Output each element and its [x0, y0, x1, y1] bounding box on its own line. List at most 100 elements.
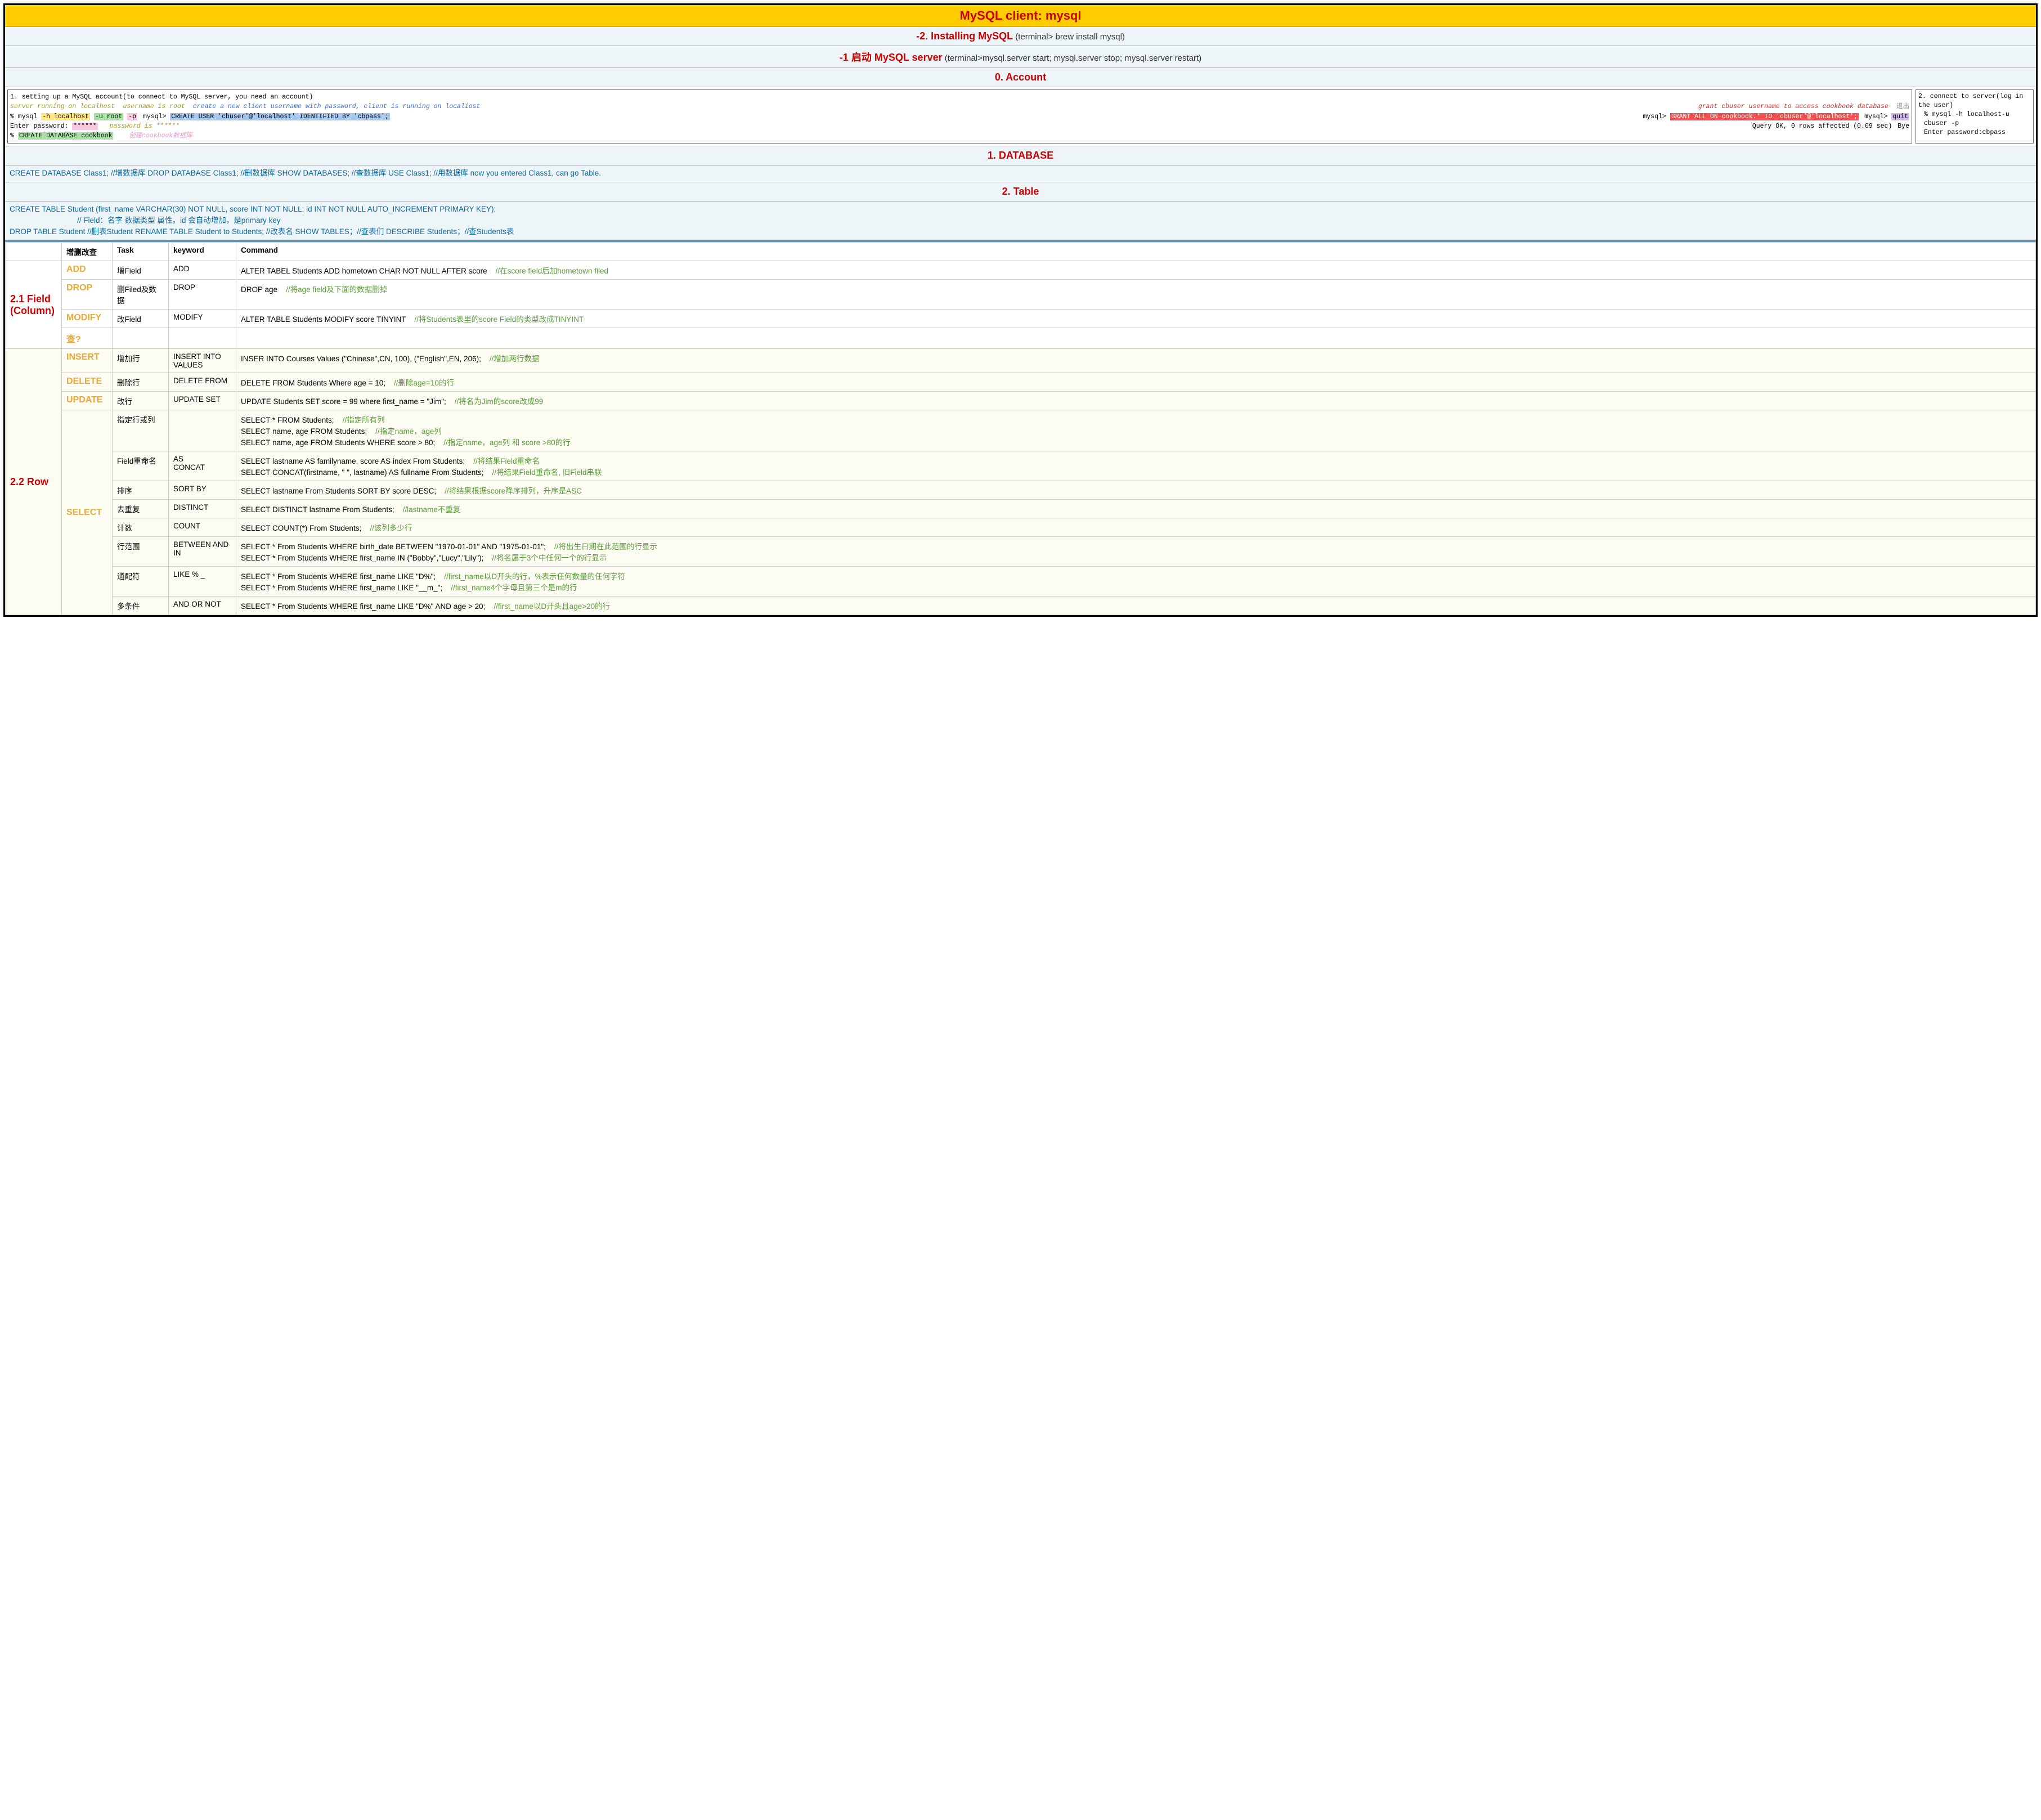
command-line: SELECT * From Students WHERE first_name … — [241, 600, 2031, 611]
pct-mysql: % mysql — [10, 113, 41, 120]
pw-stars: ****** — [72, 123, 97, 130]
keyword-cell: DROP — [169, 280, 236, 310]
section-install: -2. Installing MySQL (terminal> brew ins… — [5, 27, 2036, 46]
command-line: SELECT name, age FROM Students; //指定name… — [241, 425, 2031, 436]
command-line: SELECT CONCAT(firstname, " ", lastname) … — [241, 466, 2031, 477]
command-cell: SELECT * From Students WHERE first_name … — [236, 597, 2036, 615]
table-row: UPDATE改行UPDATE SET UPDATE Students SET sc… — [6, 392, 2036, 410]
command-cell: SELECT * FROM Students; //指定所有列SELECT na… — [236, 410, 2036, 451]
keyword-cell: AND OR NOT — [169, 597, 236, 615]
grant-cmd: GRANT ALL ON cookbook.* TO 'cbuser'@'loc… — [1670, 113, 1859, 120]
task-cell: 改行 — [113, 392, 169, 410]
pw-is-label: password is — [110, 123, 156, 130]
task-cell: 计数 — [113, 518, 169, 537]
keyword-cell: DISTINCT — [169, 500, 236, 518]
task-cell: Field重命名 — [113, 451, 169, 481]
command-cell: SELECT lastname From Students SORT BY sc… — [236, 481, 2036, 500]
mysql-invoke: % mysql -h localhost -u root -p — [10, 112, 137, 122]
table-row: Field重命名ASCONCATSELECT lastname AS famil… — [6, 451, 2036, 481]
op-cell: DELETE — [62, 373, 113, 392]
hl-p: -p — [127, 113, 137, 120]
command-cell: ALTER TABEL Students ADD hometown CHAR N… — [236, 261, 2036, 280]
table-row: 查? — [6, 328, 2036, 349]
command-cell — [236, 328, 2036, 349]
table-row: SELECT指定行或列SELECT * FROM Students; //指定所… — [6, 410, 2036, 451]
op-cell: DROP — [62, 280, 113, 310]
op-cell: MODIFY — [62, 310, 113, 328]
bye: Bye — [1898, 122, 1909, 131]
acct-createdb-row: % CREATE DATABASE cookbook 创建cookbook数据库 — [10, 131, 1909, 141]
command-line: SELECT * From Students WHERE birth_date … — [241, 540, 2031, 552]
command-line: SELECT name, age FROM Students WHERE sco… — [241, 436, 2031, 447]
task-cell: 通配符 — [113, 567, 169, 597]
op-cell: ADD — [62, 261, 113, 280]
table-row: 去重复DISTINCTSELECT DISTINCT lastname From… — [6, 500, 2036, 518]
task-cell: 删除行 — [113, 373, 169, 392]
keyword-cell: INSERT INTO VALUES — [169, 349, 236, 373]
command-cell: SELECT COUNT(*) From Students; //该列多少行 — [236, 518, 2036, 537]
table-row: DELETE删除行DELETE FROMDELETE FROM Students… — [6, 373, 2036, 392]
section-account-heading: 0. Account — [5, 68, 2036, 87]
col-2: Task — [113, 243, 169, 261]
command-cell: INSER INTO Courses Values ("Chinese",CN,… — [236, 349, 2036, 373]
database-heading: 1. DATABASE — [988, 150, 1053, 161]
page-title: MySQL client: mysql — [5, 5, 2036, 27]
table-row: 多条件AND OR NOTSELECT * From Students WHER… — [6, 597, 2036, 615]
command-line: DROP age //将age field及下面的数据删掉 — [241, 283, 2031, 294]
command-line: SELECT * From Students WHERE first_name … — [241, 570, 2031, 581]
op-cell: UPDATE — [62, 392, 113, 410]
mysqlp1: mysql> — [143, 113, 170, 120]
quit-span: mysql> quit — [1864, 112, 1909, 122]
command-line: DELETE FROM Students Where age = 10; //删… — [241, 376, 2031, 388]
table-row: 排序SORT BYSELECT lastname From Students S… — [6, 481, 2036, 500]
install-heading: -2. Installing MySQL — [916, 30, 1013, 42]
task-cell: 删Filed及数据 — [113, 280, 169, 310]
keyword-cell — [169, 410, 236, 451]
table-row: 计数COUNTSELECT COUNT(*) From Students; //… — [6, 518, 2036, 537]
command-line: UPDATE Students SET score = 99 where fir… — [241, 395, 2031, 406]
legend-exit: 退出 — [1896, 102, 1909, 111]
create-user-cmd: CREATE USER 'cbuser'@'localhost' IDENTIF… — [170, 113, 389, 120]
enter-pw-label: Enter password: — [10, 123, 72, 130]
account-right-box: 2. connect to server(log in the user) % … — [1916, 89, 2034, 144]
command-line: SELECT * From Students WHERE first_name … — [241, 552, 2031, 563]
op-cell: INSERT — [62, 349, 113, 373]
create-db-note: 创建cookbook数据库 — [129, 132, 192, 140]
install-sub: (terminal> brew install mysql) — [1015, 32, 1125, 42]
legend-create: create a new client username with passwo… — [193, 102, 481, 111]
table-heading: 2. Table — [1002, 186, 1039, 197]
main-table: 增删改查 Task keyword Command 2.1 Field (Col… — [5, 242, 2036, 615]
acct-legend-row: server running on localhost username is … — [10, 102, 1909, 111]
table-row: DROP删Filed及数据DROP DROP age //将age field及下… — [6, 280, 2036, 310]
command-cell: UPDATE Students SET score = 99 where fir… — [236, 392, 2036, 410]
command-cell: SELECT * From Students WHERE first_name … — [236, 567, 2036, 597]
acct-r2: % mysql -h localhost-u cbuser -p — [1918, 110, 2031, 128]
command-cell: SELECT lastname AS familyname, score AS … — [236, 451, 2036, 481]
op-cell: SELECT — [62, 410, 113, 615]
hl-host: -h localhost — [41, 113, 90, 120]
acct-pw-row: Enter password: ****** password is *****… — [10, 122, 1909, 131]
start-heading: -1 启动 MySQL server — [840, 52, 943, 63]
task-cell — [113, 328, 169, 349]
table-row: 行范围BETWEEN ANDINSELECT * From Students W… — [6, 537, 2036, 567]
legend-grant: grant cbuser username to access cookbook… — [1698, 102, 1889, 111]
command-line: SELECT lastname From Students SORT BY sc… — [241, 485, 2031, 496]
command-line: SELECT COUNT(*) From Students; //该列多少行 — [241, 522, 2031, 533]
acct-r3: Enter password:cbpass — [1918, 128, 2031, 137]
pw-is-stars: ****** — [156, 123, 179, 130]
keyword-cell: UPDATE SET — [169, 392, 236, 410]
legend-host: server running on localhost — [10, 102, 115, 111]
command-cell: DROP age //将age field及下面的数据删掉 — [236, 280, 2036, 310]
account-boxes: 1. setting up a MySQL account(to connect… — [5, 87, 2036, 146]
task-cell: 指定行或列 — [113, 410, 169, 451]
command-line: SELECT lastname AS familyname, score AS … — [241, 455, 2031, 466]
command-cell: DELETE FROM Students Where age = 10; //删… — [236, 373, 2036, 392]
keyword-cell: LIKE % _ — [169, 567, 236, 597]
task-cell: 排序 — [113, 481, 169, 500]
create-user-span: mysql> CREATE USER 'cbuser'@'localhost' … — [143, 112, 390, 122]
table-row: 通配符LIKE % _ SELECT * From Students WHERE … — [6, 567, 2036, 597]
acct-r1: 2. connect to server(log in the user) — [1918, 92, 2031, 110]
mysqlp2: mysql> — [1643, 113, 1670, 120]
command-line: ALTER TABEL Students ADD hometown CHAR N… — [241, 265, 2031, 276]
command-cell: SELECT * From Students WHERE birth_date … — [236, 537, 2036, 567]
